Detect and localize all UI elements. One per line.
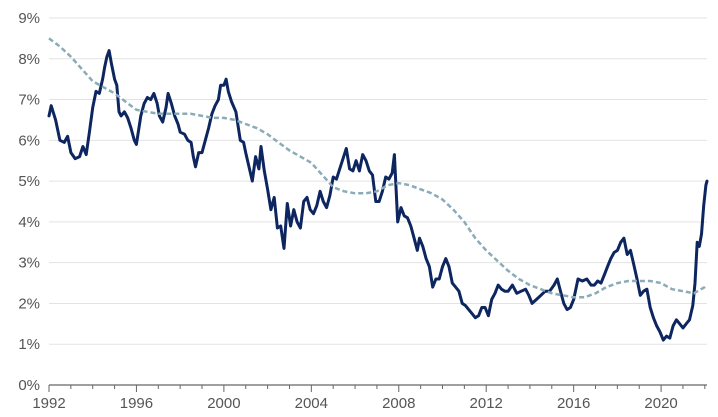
series-lines xyxy=(47,37,709,342)
y-tick-label: 3% xyxy=(18,255,40,272)
y-axis-tick-labels: 0% 1% 2% 3% 4% 5% 6% 7% 8% 9% xyxy=(18,10,40,394)
x-tick-label: 2000 xyxy=(207,395,240,412)
x-tick-label: 2004 xyxy=(295,395,328,412)
x-axis-ticks: 1992 1996 2000 2004 2008 2012 2016 2020 xyxy=(32,385,706,412)
y-tick-label: 5% xyxy=(18,173,40,190)
x-tick-label: 2008 xyxy=(382,395,415,412)
y-tick-label: 7% xyxy=(18,92,40,109)
gridlines xyxy=(49,17,707,345)
y-tick-label: 4% xyxy=(18,214,40,231)
x-tick-label: 2016 xyxy=(557,395,590,412)
y-tick-label: 8% xyxy=(18,51,40,68)
series-line-2 xyxy=(48,37,708,299)
x-tick-label: 1996 xyxy=(120,395,153,412)
y-tick-label: 9% xyxy=(18,10,40,27)
y-tick-label: 0% xyxy=(18,377,40,394)
series-line-1 xyxy=(47,49,709,342)
x-tick-label: 2020 xyxy=(644,395,677,412)
x-tick-label: 1992 xyxy=(32,395,65,412)
x-tick-label: 2012 xyxy=(470,395,503,412)
y-tick-label: 1% xyxy=(18,336,40,353)
y-tick-label: 2% xyxy=(18,295,40,312)
y-tick-label: 6% xyxy=(18,132,40,149)
